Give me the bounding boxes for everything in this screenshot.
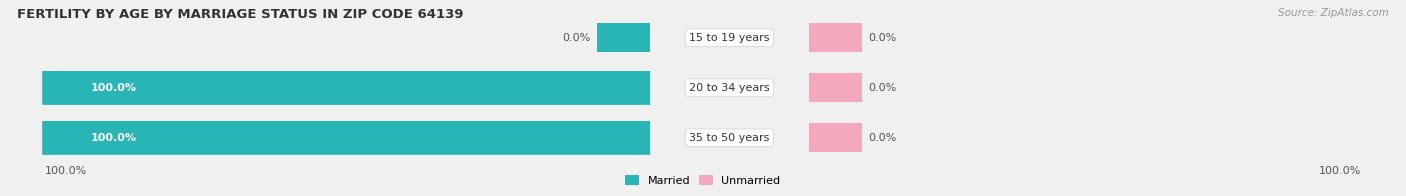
Text: 100.0%: 100.0%	[1319, 166, 1361, 176]
Legend: Married, Unmarried: Married, Unmarried	[621, 171, 785, 191]
Bar	[808, 23, 862, 52]
Text: 20 to 34 years: 20 to 34 years	[689, 83, 769, 93]
Text: 0.0%: 0.0%	[869, 133, 897, 143]
Text: 100.0%: 100.0%	[91, 133, 136, 143]
Bar	[808, 73, 862, 102]
Text: 15 to 19 years: 15 to 19 years	[689, 33, 769, 43]
Text: 100.0%: 100.0%	[45, 166, 87, 176]
Text: Source: ZipAtlas.com: Source: ZipAtlas.com	[1278, 8, 1389, 18]
FancyBboxPatch shape	[42, 121, 650, 155]
Bar	[808, 123, 862, 152]
FancyBboxPatch shape	[42, 71, 650, 105]
Text: 0.0%: 0.0%	[869, 33, 897, 43]
Text: 0.0%: 0.0%	[869, 83, 897, 93]
Bar	[598, 23, 650, 52]
Text: FERTILITY BY AGE BY MARRIAGE STATUS IN ZIP CODE 64139: FERTILITY BY AGE BY MARRIAGE STATUS IN Z…	[17, 8, 464, 21]
Text: 35 to 50 years: 35 to 50 years	[689, 133, 769, 143]
Text: 100.0%: 100.0%	[91, 83, 136, 93]
Text: 0.0%: 0.0%	[562, 33, 591, 43]
